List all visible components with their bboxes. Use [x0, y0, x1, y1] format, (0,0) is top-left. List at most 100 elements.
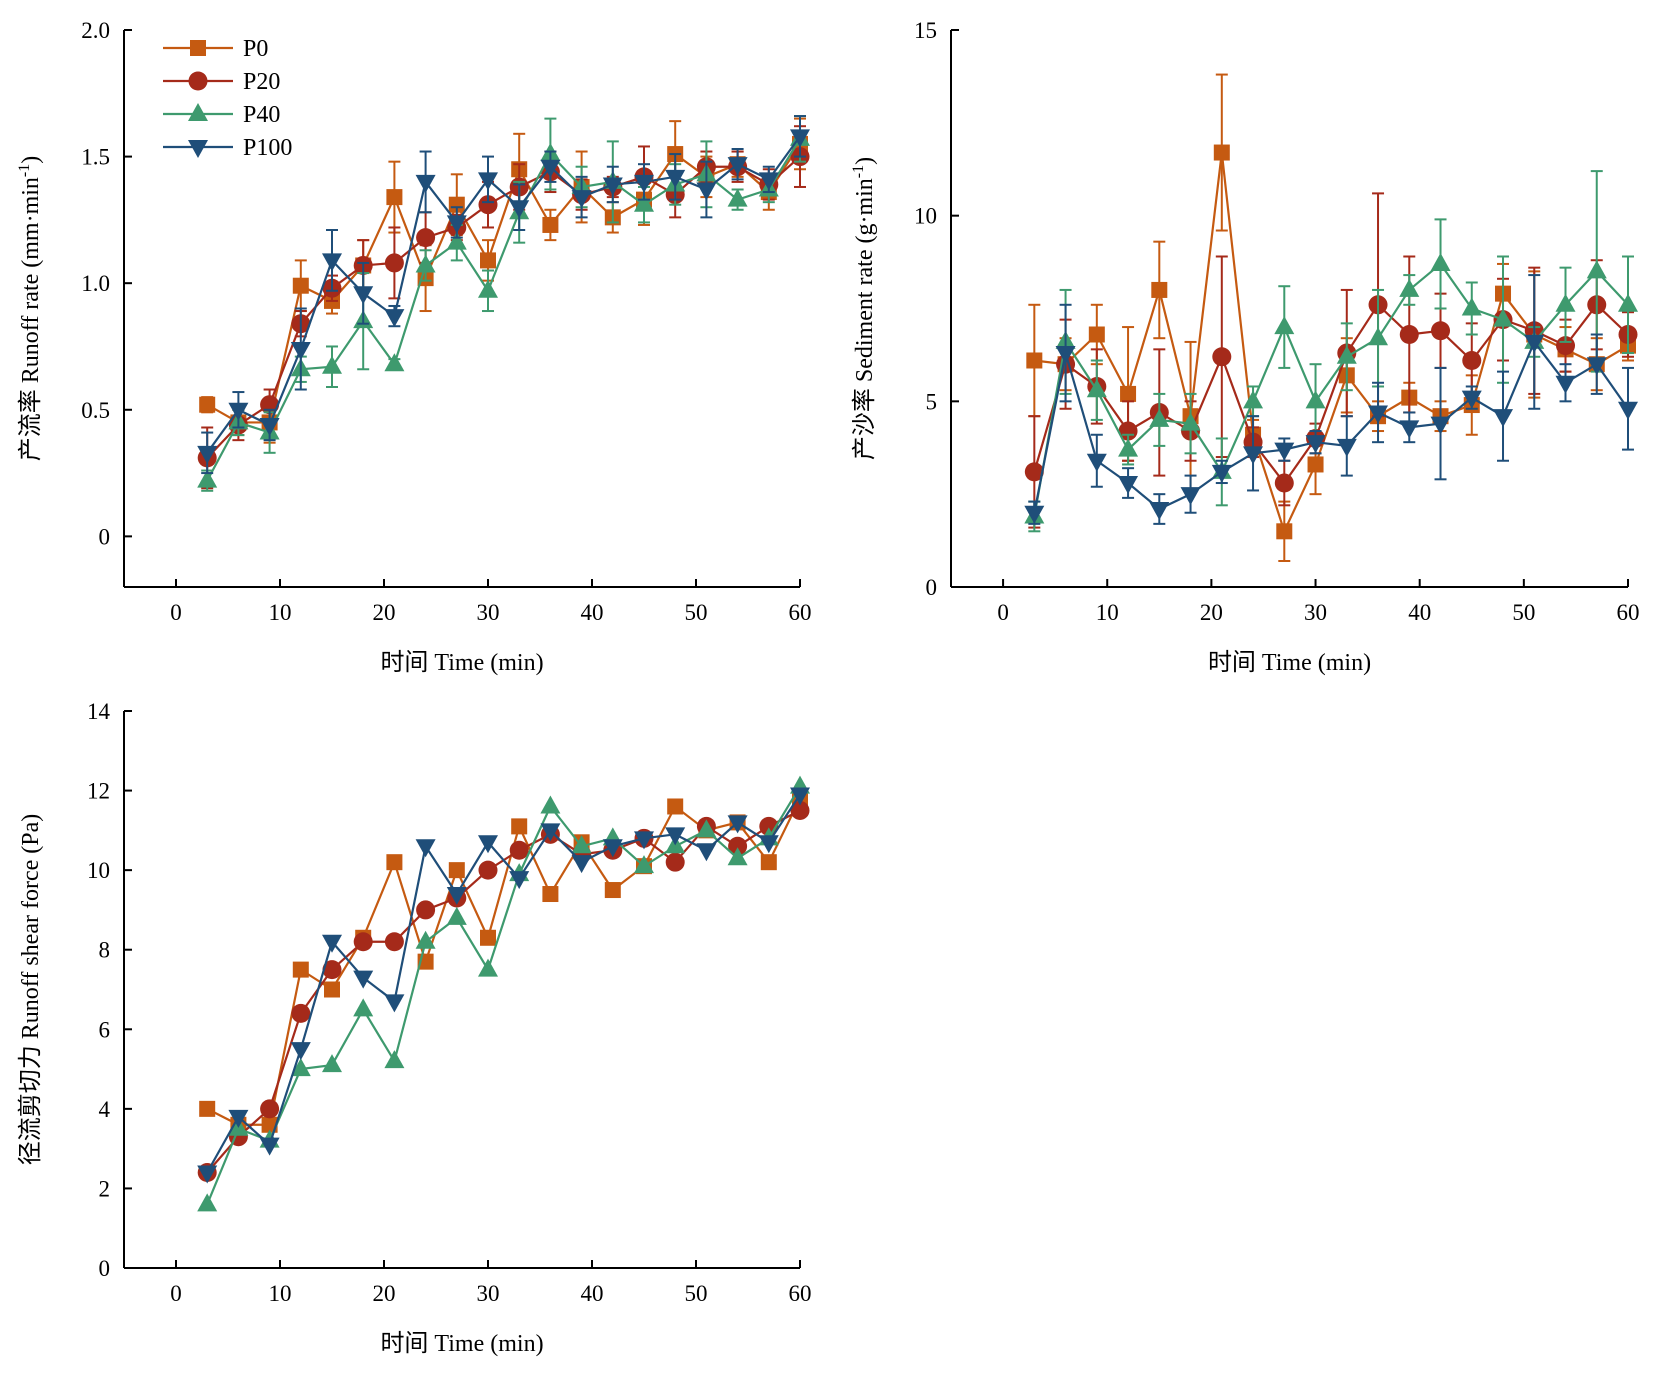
data-point-p100 — [322, 253, 342, 272]
data-point-p40 — [1243, 390, 1264, 409]
data-point-p100 — [446, 887, 467, 906]
data-point-p20 — [1399, 324, 1419, 344]
y-tick-label: 1.5 — [81, 145, 110, 170]
data-point-p20 — [728, 836, 748, 856]
legend-label: P0 — [243, 36, 268, 62]
y-tick-label: 14 — [87, 699, 111, 724]
series-p0 — [1026, 73, 1636, 563]
data-point-p100 — [1524, 334, 1545, 353]
data-point-p100 — [758, 835, 779, 854]
y-tick-label: 10 — [914, 204, 937, 229]
sediment-rate-chart: 0 10 20 30 40 50 60 0 5 10 15 时间 Time (min) 产沙率 Sedi… — [850, 18, 1640, 676]
data-point-p40 — [540, 795, 561, 814]
data-point-p40 — [1274, 316, 1295, 335]
data-point-p20 — [1274, 473, 1294, 493]
data-point-p100 — [1086, 453, 1107, 472]
series-line-p100 — [1033, 339, 1629, 513]
x-axis-label: 时间 Time (min) — [1208, 649, 1371, 676]
data-point-p100 — [415, 174, 436, 193]
x-tick-label: 60 — [789, 600, 812, 625]
data-point-p100 — [228, 1109, 249, 1128]
data-point-p40 — [353, 998, 374, 1017]
data-point-p0 — [760, 854, 777, 871]
data-point-p20 — [353, 932, 373, 952]
x-tick-label: 50 — [1512, 600, 1535, 625]
legend-label: P100 — [243, 135, 292, 161]
data-point-p100 — [384, 309, 405, 328]
y-tick-label: 12 — [87, 779, 110, 804]
data-point-p20 — [384, 253, 404, 273]
legend-item-p0: P0 — [163, 36, 268, 62]
data-point-p100 — [228, 402, 249, 421]
data-point-p100 — [384, 994, 405, 1013]
data-point-p40 — [634, 193, 654, 212]
data-point-p100 — [1555, 375, 1576, 394]
y-tick-label: 0 — [99, 1256, 111, 1281]
data-point-p100 — [1274, 442, 1295, 461]
data-point-p100 — [1118, 476, 1139, 495]
data-point-p40 — [197, 469, 218, 488]
x-axis-label: 时间 Time (min) — [380, 649, 543, 676]
x-tick-label: 40 — [581, 600, 604, 625]
x-tick-label: 20 — [373, 600, 396, 625]
data-point-p20 — [322, 960, 342, 980]
data-point-p0 — [324, 981, 340, 998]
series-p20 — [1024, 192, 1638, 529]
data-point-p20 — [509, 840, 529, 860]
data-point-p100 — [696, 843, 717, 862]
y-tick-label: 6 — [99, 1017, 111, 1042]
y-tick-label: 8 — [99, 938, 111, 963]
legend-item-p20: P20 — [163, 69, 280, 95]
x-tick-label: 10 — [269, 600, 292, 625]
legend-item-p40: P40 — [163, 102, 280, 128]
data-point-p100 — [353, 286, 374, 305]
data-point-p40 — [1086, 379, 1107, 398]
y-tick-label: 10 — [87, 858, 110, 883]
data-point-p40 — [1180, 412, 1201, 431]
data-point-p100 — [1180, 487, 1201, 506]
data-point-p0 — [667, 798, 684, 815]
data-point-p20 — [665, 852, 685, 872]
data-point-p40 — [1149, 408, 1170, 427]
data-point-p40 — [415, 254, 436, 273]
data-point-p20 — [416, 228, 436, 248]
data-point-p20 — [1556, 336, 1576, 356]
runoff-rate-chart: 0 10 20 30 40 50 60 0 0.5 1.0 1.5 2.0 时间 Time (min) 产… — [16, 18, 812, 676]
data-point-p40 — [727, 188, 748, 207]
data-point-p100 — [1618, 401, 1638, 420]
data-point-p100 — [790, 787, 810, 806]
x-tick-label: 20 — [373, 1281, 396, 1306]
x-tick-label: 60 — [789, 1281, 812, 1306]
data-point-p20 — [416, 900, 436, 920]
data-point-p100 — [1305, 435, 1326, 454]
data-point-p0 — [1213, 144, 1230, 161]
y-tick-label: 1.0 — [81, 271, 110, 296]
data-point-p100 — [727, 815, 748, 834]
data-point-p0 — [292, 277, 309, 294]
data-point-p100 — [634, 174, 654, 193]
data-point-p40 — [1336, 345, 1357, 364]
data-point-p40 — [1399, 278, 1420, 297]
data-point-p100 — [290, 1042, 311, 1061]
data-point-p0 — [1088, 326, 1105, 343]
data-point-p0 — [1276, 523, 1293, 540]
y-tick-label: 0.5 — [81, 398, 110, 423]
data-point-p100 — [790, 129, 810, 148]
data-point-p40 — [384, 353, 405, 372]
data-point-p100 — [446, 215, 467, 234]
data-point-p0 — [386, 189, 403, 206]
data-point-p100 — [665, 169, 686, 188]
data-point-p100 — [571, 855, 592, 874]
y-tick-label: 15 — [914, 18, 937, 43]
data-point-p40 — [634, 855, 654, 874]
data-point-p100 — [602, 839, 623, 858]
data-point-p100 — [1024, 505, 1045, 524]
x-tick-label: 0 — [170, 1281, 182, 1306]
series-p20 — [197, 800, 810, 1183]
x-tick-label: 50 — [685, 1281, 708, 1306]
data-point-p100 — [1211, 464, 1232, 483]
data-point-p40 — [322, 355, 342, 374]
x-tick-label: 30 — [477, 600, 500, 625]
data-point-p100 — [696, 182, 717, 201]
